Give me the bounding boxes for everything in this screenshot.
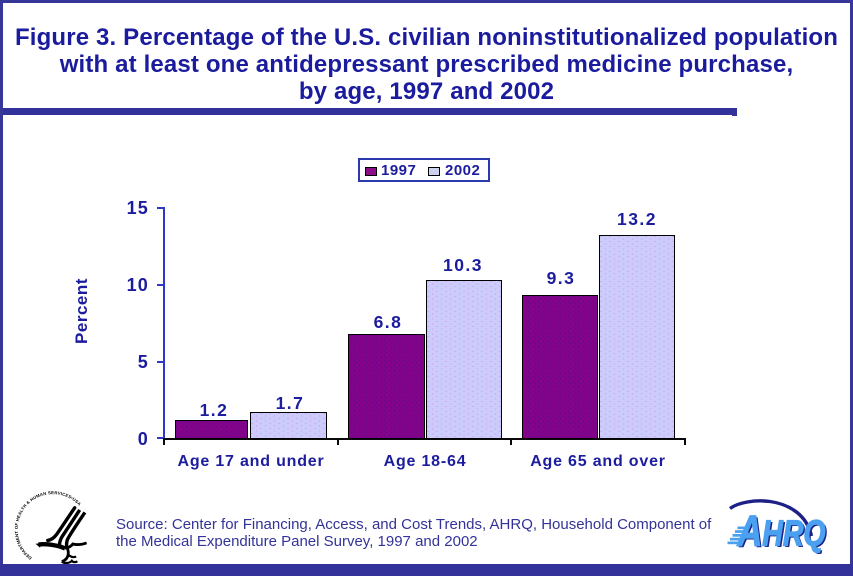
svg-text:AHRQ: AHRQ (737, 506, 826, 555)
svg-text:AHRQ: AHRQ (739, 508, 828, 557)
svg-text:DEPARTMENT OF HEALTH & HUMAN S: DEPARTMENT OF HEALTH & HUMAN SERVICES•US… (14, 490, 82, 561)
